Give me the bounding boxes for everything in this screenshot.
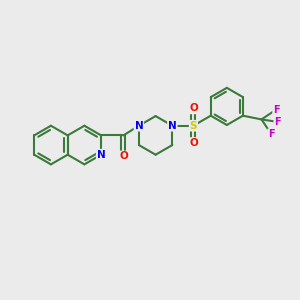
Text: F: F xyxy=(273,104,280,115)
Text: N: N xyxy=(97,150,106,160)
Text: N: N xyxy=(134,121,143,131)
Text: S: S xyxy=(190,121,197,131)
Text: O: O xyxy=(119,152,128,161)
Text: O: O xyxy=(189,138,198,148)
Text: F: F xyxy=(268,129,275,139)
Text: N: N xyxy=(168,121,177,131)
Text: F: F xyxy=(274,117,281,127)
Text: O: O xyxy=(189,103,198,113)
